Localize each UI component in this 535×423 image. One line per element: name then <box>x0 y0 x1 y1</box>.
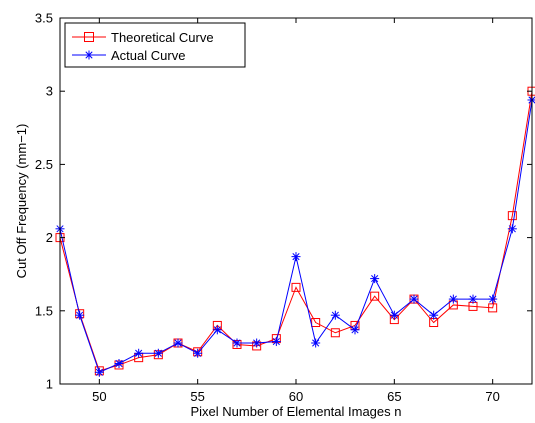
data-point <box>291 252 301 262</box>
data-point <box>291 282 301 292</box>
data-point <box>271 337 281 347</box>
y-tick-label: 2 <box>46 230 53 245</box>
data-point <box>75 310 85 320</box>
data-point <box>173 338 183 348</box>
data-point <box>370 291 380 301</box>
data-point <box>311 338 321 348</box>
legend-marker-actual <box>84 50 94 60</box>
data-point <box>330 310 340 320</box>
y-tick-label: 1 <box>46 377 53 392</box>
data-point <box>488 294 498 304</box>
data-point <box>311 318 321 328</box>
legend: Theoretical Curve Actual Curve <box>64 22 246 68</box>
y-tick-label: 3.5 <box>35 11 53 26</box>
series-actual <box>55 95 535 377</box>
x-tick-label: 50 <box>92 389 106 404</box>
y-tick-label: 2.5 <box>35 157 53 172</box>
legend-asterisk-glyph <box>84 50 94 60</box>
x-tick-label: 70 <box>485 389 499 404</box>
data-point <box>370 274 380 284</box>
data-point <box>389 310 399 320</box>
y-tick-label: 1.5 <box>35 303 53 318</box>
data-point <box>212 325 222 335</box>
data-point <box>232 338 242 348</box>
legend-marker-theoretical <box>84 32 94 42</box>
legend-label-theoretical: Theoretical Curve <box>111 30 214 45</box>
data-point <box>429 310 439 320</box>
data-point <box>114 359 124 369</box>
series-layer <box>55 86 535 377</box>
ticks-layer: 50 55 60 65 70 1 1.5 2 2.5 3 3.5 <box>35 11 532 404</box>
legend-box <box>64 22 246 68</box>
data-point <box>350 325 360 335</box>
y-tick-label: 3 <box>46 84 53 99</box>
data-point <box>507 224 517 234</box>
plot-area <box>60 18 532 384</box>
data-point <box>153 348 163 358</box>
data-point <box>488 303 498 313</box>
x-axis-label: Pixel Number of Elemental Images n <box>191 404 402 419</box>
data-point <box>134 348 144 358</box>
x-tick-label: 65 <box>387 389 401 404</box>
data-point <box>468 294 478 304</box>
data-point <box>330 328 340 338</box>
x-tick-label: 55 <box>190 389 204 404</box>
x-tick-label: 60 <box>289 389 303 404</box>
data-point <box>193 348 203 358</box>
legend-label-actual: Actual Curve <box>111 48 185 63</box>
data-point <box>448 294 458 304</box>
data-point <box>94 367 104 377</box>
y-axis-label: Cut Off Frequency (mm−1) <box>14 124 29 279</box>
data-point <box>409 294 419 304</box>
data-point <box>507 211 517 221</box>
data-point <box>252 338 262 348</box>
